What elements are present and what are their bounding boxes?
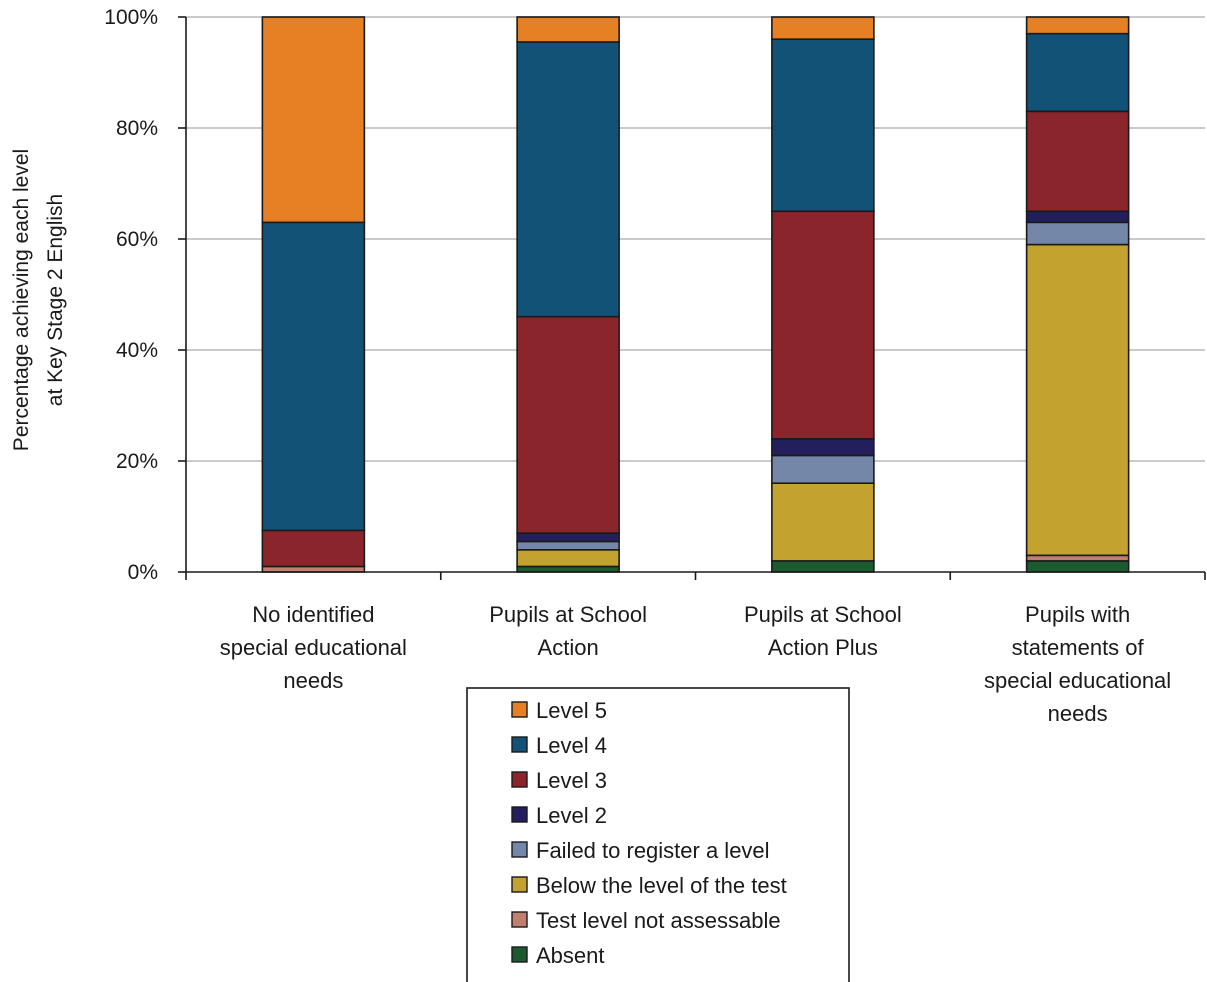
category-label-3: Action Plus [768,635,878,660]
category-label-1: No identified [252,602,374,627]
bar-segment-below-the-level-of-the-test [1025,243,1130,557]
legend-label: Level 3 [536,768,607,793]
bar-segment-level-5 [261,16,366,224]
y-axis-title-line: Percentage achieving each level [10,149,33,451]
bar-segment-level-3 [771,210,875,440]
y-tick-label: 20% [116,450,158,473]
bar-segment-level-5 [1025,16,1130,35]
bar-segment-level-2 [1025,210,1130,224]
bar-stack-4 [1025,16,1130,573]
y-tick-labels: 0% 20% 40% 60% 80% 100% [104,6,158,584]
legend-swatch [511,771,528,788]
bar-segment-absent [1025,560,1130,573]
bar-segment-level-4 [1025,32,1130,113]
legend-swatch [511,736,528,753]
bar-segment-level-3 [261,529,366,568]
category-label-1: special educational [220,635,407,660]
bar-segment-level-3 [516,315,620,534]
legend-box [466,687,850,982]
bar-segment-level-3 [1025,110,1130,213]
y-tick-label: 0% [128,561,158,584]
category-label-2: Action [538,635,599,660]
legend-swatch [511,876,528,893]
legend-swatch [511,701,528,718]
category-label-1: needs [283,668,343,693]
y-tick-label: 80% [116,117,158,140]
bar-stacks [261,16,1130,573]
y-axis-title: Percentage achieving each level at Key St… [10,149,67,451]
category-label-4: special educational [984,668,1171,693]
bar-segment-failed-to-register-a-level [516,540,620,551]
legend-label: Level 2 [536,803,607,828]
bar-segment-failed-to-register-a-level [771,454,875,485]
legend-label: Failed to register a level [536,838,770,863]
bar-segment-failed-to-register-a-level [1025,221,1130,246]
bar-stack-2 [516,16,620,573]
category-label-2: Pupils at School [489,602,647,627]
legend-label: Level 5 [536,698,607,723]
legend-swatch [511,946,528,963]
legend-label: Test level not assessable [536,908,781,933]
bar-segment-below-the-level-of-the-test [771,482,875,562]
bar-stack-3 [771,16,875,573]
bar-stack-1 [261,16,366,573]
category-label-4: Pupils with [1025,602,1130,627]
axes [178,16,1206,580]
bar-segment-below-the-level-of-the-test [516,548,620,568]
category-label-4: statements of [1012,635,1145,660]
bar-segment-level-2 [771,437,875,457]
legend-swatch [511,841,528,858]
legend: Level 5 Level 4 Level 3 Level 2 Failed to re… [466,687,850,982]
bar-segment-absent [516,565,620,573]
category-label-3: Pupils at School [744,602,902,627]
category-label-4: needs [1048,701,1108,726]
y-tick-label: 60% [116,228,158,251]
y-tick-label: 40% [116,339,158,362]
bar-segment-level-5 [516,16,620,43]
legend-label: Below the level of the test [536,873,787,898]
bar-segment-test-level-not-assessable [261,565,366,573]
bar-segment-level-4 [261,221,366,532]
bar-segment-level-4 [771,38,875,213]
legend-label: Level 4 [536,733,607,758]
legend-swatch [511,806,528,823]
category-labels: No identified special educational needs Pup… [220,602,1171,726]
legend-swatch [511,911,528,928]
bar-segment-level-2 [516,532,620,543]
bar-segment-absent [771,560,875,573]
bar-segment-level-4 [516,41,620,318]
legend-label: Absent [536,943,605,968]
y-tick-label: 100% [104,6,158,29]
bar-segment-test-level-not-assessable [1025,554,1130,562]
bar-segment-level-5 [771,16,875,41]
y-axis-title-line: at Key Stage 2 English [44,194,67,406]
